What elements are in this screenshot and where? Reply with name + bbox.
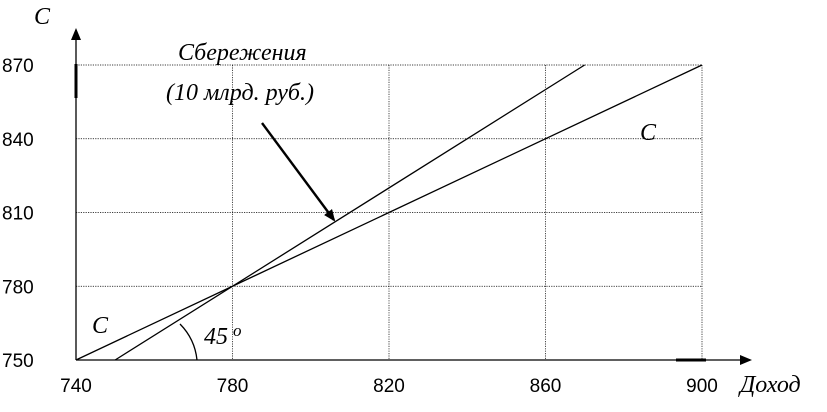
x-axis-label: Доход (738, 372, 801, 398)
x-axis-bold-segment (676, 358, 706, 362)
savings-annotation-line2: (10 млрд. руб.) (166, 80, 314, 106)
angle-label: 45 o (204, 321, 242, 350)
x-tick-label-4: 900 (686, 376, 718, 397)
y-tick-label-4: 870 (2, 56, 34, 77)
consumption-label-right: С (640, 120, 657, 146)
consumption-label-left: С (92, 313, 109, 339)
labels-group: 740 780 820 860 900 750 780 810 840 870 (2, 56, 718, 397)
x-tick-label-3: 860 (530, 376, 562, 397)
savings-annotation-line1: Сбережения (178, 40, 307, 66)
series-line-1 (114, 64, 585, 361)
series-group (75, 64, 703, 361)
y-tick-label-2: 810 (2, 204, 34, 225)
savings-arrow (261, 122, 336, 222)
series-line-0 (75, 64, 703, 361)
x-tick-label-2: 820 (373, 376, 405, 397)
angle-arc (179, 323, 198, 361)
y-tick-label-0: 750 (2, 351, 34, 372)
y-axis-label: С (34, 4, 51, 30)
x-tick-label-0: 740 (60, 376, 92, 397)
angle-degree: o (233, 321, 242, 340)
y-tick-label-3: 840 (2, 130, 34, 151)
axes (71, 28, 752, 365)
y-axis-bold-segment (74, 64, 78, 98)
y-tick-label-1: 780 (2, 277, 34, 298)
angle-value: 45 (204, 324, 228, 350)
x-tick-label-1: 780 (217, 376, 249, 397)
